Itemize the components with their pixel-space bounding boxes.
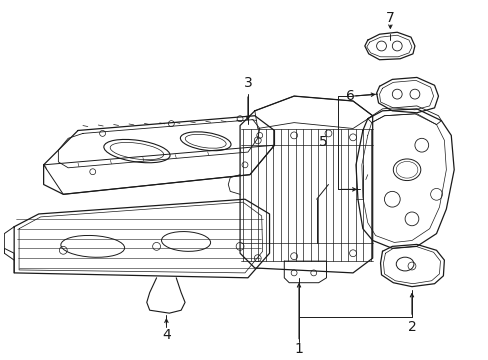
- Text: 1: 1: [294, 342, 303, 356]
- Text: 6: 6: [346, 89, 354, 103]
- Text: 2: 2: [407, 320, 415, 334]
- Text: 7: 7: [385, 10, 394, 24]
- Text: 5: 5: [319, 135, 327, 149]
- Text: 4: 4: [162, 328, 170, 342]
- Text: 3: 3: [243, 76, 252, 90]
